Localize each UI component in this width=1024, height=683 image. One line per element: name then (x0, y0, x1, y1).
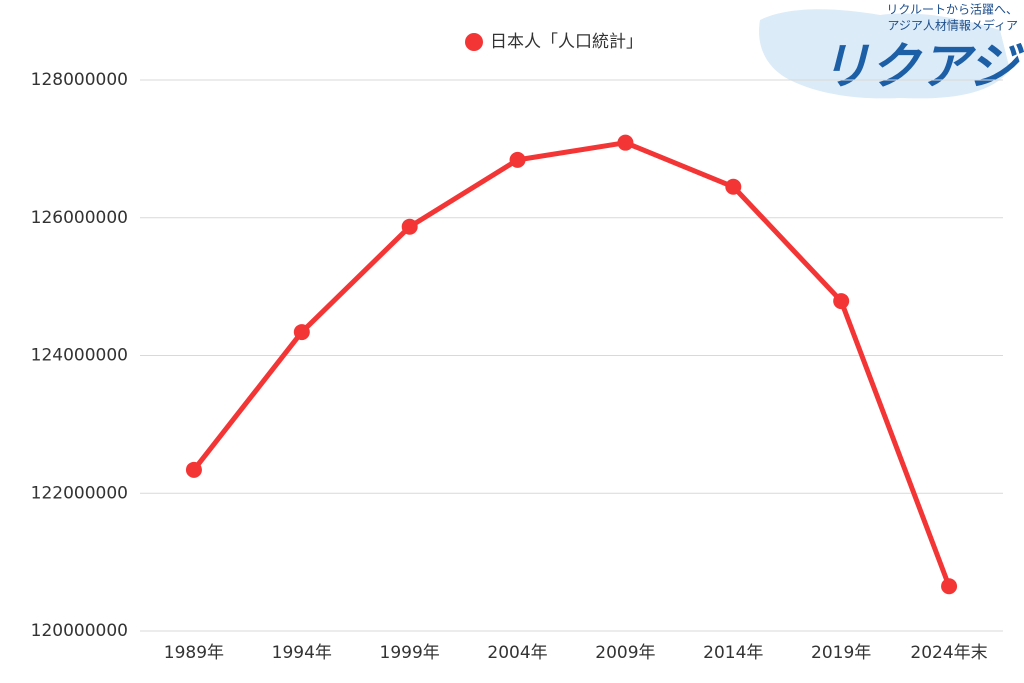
logo-tagline: アジア人材情報メディア (887, 18, 1018, 33)
legend-label: 日本人「人口統計」 (490, 32, 643, 52)
x-tick-label: 2004年 (487, 643, 547, 663)
point (725, 178, 742, 195)
y-tick-label: 128000000 (31, 70, 128, 90)
point (185, 461, 202, 478)
x-tick-label: 1999年 (380, 643, 440, 663)
x-tick-label: 1994年 (272, 643, 332, 663)
logo-tagline: リクルートから活躍へ、 (886, 3, 1018, 17)
x-tick-label: 2019年 (811, 643, 871, 663)
point (617, 134, 634, 151)
series-line (191, 140, 952, 588)
x-tick-label: 1989年 (164, 643, 224, 663)
point (941, 578, 958, 595)
logo: リクルートから活躍へ、 アジア人材情報メディア リクアジ (759, 3, 1024, 99)
y-tick-label: 124000000 (31, 346, 128, 366)
point (509, 151, 526, 168)
point (401, 218, 418, 235)
y-tick-label: 126000000 (31, 208, 128, 228)
legend-marker (465, 33, 483, 51)
logo-name: リクアジ (820, 38, 1024, 96)
y-tick-label: 122000000 (31, 483, 128, 503)
y-tick-label: 120000000 (31, 621, 128, 641)
x-tick-label: 2014年 (703, 643, 763, 663)
x-tick-label: 2009年 (595, 643, 655, 663)
point (833, 293, 850, 310)
point (293, 324, 310, 341)
x-tick-label: 2024年末 (910, 643, 987, 663)
logo-map (759, 9, 1010, 99)
